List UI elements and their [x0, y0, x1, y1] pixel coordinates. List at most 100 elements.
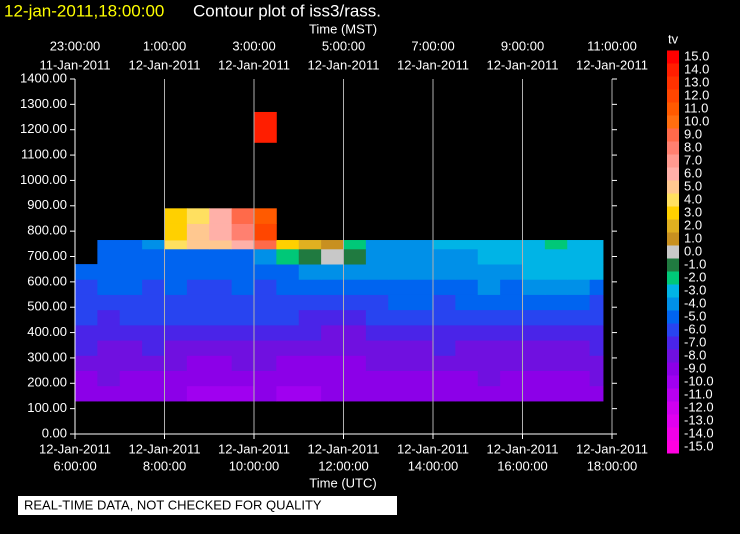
colorbar-label: 14.0 — [684, 61, 709, 76]
y-tick-label: 900.00 — [27, 197, 67, 212]
contour-cell — [365, 264, 389, 280]
contour-cell — [544, 324, 568, 341]
contour-cell — [254, 385, 277, 402]
colorbar-swatch — [667, 414, 679, 428]
contour-cell — [97, 340, 121, 356]
contour-cell — [410, 340, 434, 356]
contour-cell — [231, 385, 255, 402]
contour-cell — [410, 264, 434, 280]
contour-cell — [186, 248, 210, 265]
contour-cell — [388, 294, 412, 311]
contour-cell — [522, 279, 546, 295]
contour-cell — [186, 309, 210, 326]
x-tick-label: 8:00:00 — [143, 458, 186, 473]
contour-cell — [142, 370, 165, 387]
x2-tick-date: 12-Jan-2011 — [397, 57, 469, 72]
y-tick-label: 100.00 — [27, 400, 67, 415]
contour-cell — [589, 340, 604, 356]
contour-cell — [119, 385, 143, 402]
contour-cell — [589, 309, 604, 326]
contour-cell — [209, 279, 233, 295]
contour-cell — [119, 279, 143, 295]
contour-cell — [231, 324, 255, 341]
x-tick-date: 12-Jan-2011 — [307, 441, 379, 456]
contour-cell — [75, 340, 98, 356]
contour-cell — [567, 248, 591, 265]
contour-cell — [321, 385, 344, 402]
contour-cell — [298, 385, 322, 402]
contour-cell — [433, 309, 456, 326]
contour-cell — [231, 248, 255, 265]
contour-cell — [433, 248, 456, 265]
contour-cell — [388, 370, 412, 387]
contour-cell — [276, 309, 300, 326]
x2-tick-label: 5:00:00 — [322, 38, 365, 53]
contour-cell — [164, 324, 188, 341]
contour-cell — [522, 309, 546, 326]
x2-tick-label: 23:00:00 — [50, 38, 101, 53]
colorbar-label: -2.0 — [684, 269, 706, 284]
contour-cell — [209, 223, 233, 241]
contour-cell — [388, 340, 412, 356]
contour-cell — [343, 294, 367, 311]
contour-cell — [97, 324, 121, 341]
contour-cell — [119, 264, 143, 280]
contour-cell — [522, 370, 546, 387]
contour-cell — [142, 279, 165, 295]
contour-cell — [477, 370, 501, 387]
contour-cell — [589, 294, 604, 311]
colorbar-swatch — [667, 219, 679, 233]
x2-tick-date: 12-Jan-2011 — [486, 57, 558, 72]
contour-cell — [97, 240, 121, 250]
contour-cell — [433, 264, 456, 280]
contour-cell — [388, 248, 412, 265]
contour-cell — [544, 240, 568, 250]
title-time: 12-jan-2011,18:00:00 — [4, 1, 164, 20]
x-tick-label: 18:00:00 — [587, 458, 638, 473]
contour-cell — [388, 240, 412, 250]
colorbar-label: 7.0 — [684, 152, 702, 167]
colorbar-title: tv — [668, 31, 679, 46]
colorbar-swatch — [667, 297, 679, 311]
contour-cell — [231, 370, 255, 387]
contour-cell — [97, 248, 121, 265]
contour-cell — [209, 208, 233, 224]
y-tick-label: 0.00 — [42, 425, 67, 440]
contour-cell — [477, 279, 501, 295]
contour-cell — [544, 264, 568, 280]
contour-cell — [142, 240, 165, 250]
contour-cell — [477, 340, 501, 356]
contour-cell — [75, 355, 98, 372]
contour-cell — [298, 279, 322, 295]
contour-cell — [231, 279, 255, 295]
contour-cell — [321, 324, 344, 341]
contour-cell — [321, 248, 344, 265]
x2-tick-date: 12-Jan-2011 — [576, 57, 648, 72]
contour-cell — [164, 370, 188, 387]
contour-cell — [433, 279, 456, 295]
y-tick-label: 1000.00 — [20, 172, 67, 187]
contour-cell — [186, 370, 210, 387]
contour-cell — [119, 324, 143, 341]
contour-cell — [477, 324, 501, 341]
y-tick-label: 400.00 — [27, 324, 67, 339]
x-tick-label: 14:00:00 — [408, 458, 459, 473]
contour-cell — [142, 385, 165, 402]
contour-cell — [209, 264, 233, 280]
contour-cell — [321, 370, 344, 387]
contour-cell — [254, 264, 277, 280]
contour-cell — [433, 355, 456, 372]
contour-cell — [544, 248, 568, 265]
x2-tick-label: 7:00:00 — [411, 38, 454, 53]
contour-cell — [500, 248, 523, 265]
x-tick-date: 12-Jan-2011 — [218, 441, 290, 456]
colorbar-swatch — [667, 180, 679, 194]
contour-cell — [209, 340, 233, 356]
contour-cell — [276, 355, 300, 372]
contour-cell — [567, 309, 591, 326]
contour-cell — [142, 355, 165, 372]
x-tick-date: 12-Jan-2011 — [397, 441, 469, 456]
x2-tick-label: 9:00:00 — [501, 38, 544, 53]
contour-cell — [321, 309, 344, 326]
